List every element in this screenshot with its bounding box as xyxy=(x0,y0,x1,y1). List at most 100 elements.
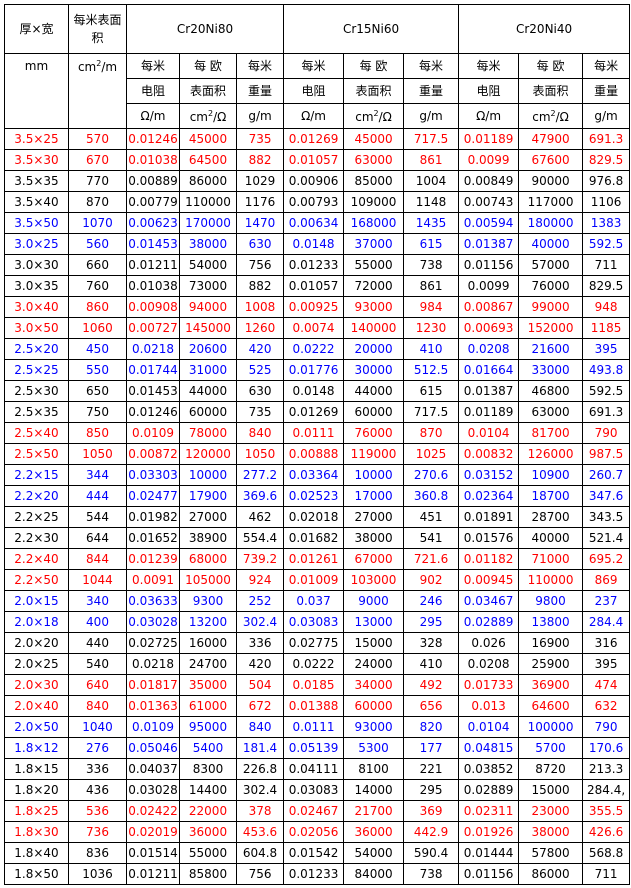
cell-surface-area: 340 xyxy=(68,590,127,612)
cell-cr20ni80-surface-per-ohm: 55000 xyxy=(179,842,237,864)
table-row: 3.0×40 860 0.00908 94000 1008 0.00925 93000 984… xyxy=(4,296,631,318)
cell-cr20ni40-weight: 284.4 xyxy=(582,611,631,633)
cell-cr15ni60-weight: 984 xyxy=(403,296,460,318)
header-row-labels-1: mm cm2/m 每米 每 欧 每米 每米 每 欧 每米 每米 每 欧 每米 xyxy=(4,53,631,129)
cell-cr15ni60-resistance: 0.00888 xyxy=(283,443,345,465)
label-per-ohm: 每 欧 xyxy=(343,53,405,79)
cell-cr20ni40-surface-per-ohm: 152000 xyxy=(518,317,584,339)
cell-cr15ni60-surface-per-ohm: 60000 xyxy=(343,695,405,717)
cell-surface-area: 450 xyxy=(68,338,127,360)
table-row: 3.5×30 670 0.01038 64500 882 0.01057 63000 861 0… xyxy=(4,149,631,171)
label-resistance: 电阻 xyxy=(283,78,345,104)
cell-surface-area: 750 xyxy=(68,401,127,423)
cell-cr15ni60-weight: 615 xyxy=(403,233,460,255)
unit-resistance: Ω/m xyxy=(283,103,345,129)
cell-cr20ni80-weight: 462 xyxy=(235,506,285,528)
label-surface-area: 表面积 xyxy=(179,78,237,104)
cell-cr20ni80-resistance: 0.0091 xyxy=(126,569,180,591)
cell-size: 2.0×30 xyxy=(4,674,69,696)
cell-cr20ni80-surface-per-ohm: 86000 xyxy=(179,170,237,192)
table-row: 3.5×50 1070 0.00623 170000 1470 0.00634 168000… xyxy=(4,212,631,234)
cell-cr15ni60-resistance: 0.01057 xyxy=(283,149,345,171)
cell-cr15ni60-weight: 492 xyxy=(403,674,460,696)
cell-size: 1.8×15 xyxy=(4,758,69,780)
cell-cr15ni60-weight: 615 xyxy=(403,380,460,402)
cell-cr20ni80-surface-per-ohm: 9300 xyxy=(179,590,237,612)
cell-cr20ni40-weight: 869 xyxy=(582,569,631,591)
cell-cr20ni80-resistance: 0.01652 xyxy=(126,527,180,549)
cell-cr20ni80-surface-per-ohm: 68000 xyxy=(179,548,237,570)
table-row: 2.5×20 450 0.0218 20600 420 0.0222 20000 410 0.0… xyxy=(4,338,631,360)
cell-surface-area: 660 xyxy=(68,254,127,276)
label-weight: 重量 xyxy=(403,78,460,104)
cell-cr20ni40-resistance: 0.013 xyxy=(458,695,520,717)
cell-size: 1.8×25 xyxy=(4,800,69,822)
unit-surface: cm2/Ω xyxy=(343,103,405,129)
cell-cr15ni60-weight: 541 xyxy=(403,527,460,549)
cell-cr15ni60-resistance: 0.03083 xyxy=(283,611,345,633)
cell-cr20ni80-weight: 840 xyxy=(235,716,285,738)
cell-cr15ni60-surface-per-ohm: 60000 xyxy=(343,401,405,423)
cell-size: 3.5×35 xyxy=(4,170,69,192)
cell-size: 1.8×30 xyxy=(4,821,69,843)
cell-cr15ni60-resistance: 0.01261 xyxy=(283,548,345,570)
cell-cr15ni60-weight: 221 xyxy=(403,758,460,780)
cell-cr15ni60-resistance: 0.0222 xyxy=(283,653,345,675)
table-row: 1.8×40 836 0.01514 55000 604.8 0.01542 54000 59… xyxy=(4,842,631,864)
cell-cr15ni60-surface-per-ohm: 21700 xyxy=(343,800,405,822)
cell-cr20ni40-resistance: 0.02889 xyxy=(458,779,520,801)
cell-size: 2.0×18 xyxy=(4,611,69,633)
cell-cr20ni80-weight: 735 xyxy=(235,401,285,423)
cell-cr20ni80-surface-per-ohm: 10000 xyxy=(179,464,237,486)
cell-surface-area: 1070 xyxy=(68,212,127,234)
cell-cr20ni80-surface-per-ohm: 38000 xyxy=(179,233,237,255)
cell-cr20ni80-surface-per-ohm: 145000 xyxy=(179,317,237,339)
cell-cr20ni80-surface-per-ohm: 110000 xyxy=(179,191,237,213)
cell-surface-area: 870 xyxy=(68,191,127,213)
label-per-ohm: 每 欧 xyxy=(179,53,237,79)
cell-cr20ni40-weight: 237 xyxy=(582,590,631,612)
cell-cr15ni60-weight: 717.5 xyxy=(403,401,460,423)
unit-surface: cm2/Ω xyxy=(179,103,237,129)
cell-cr20ni80-weight: 882 xyxy=(235,149,285,171)
cell-cr15ni60-resistance: 0.01057 xyxy=(283,275,345,297)
cell-size: 2.0×25 xyxy=(4,653,69,675)
unit-area-suffix: /m xyxy=(101,60,118,74)
cell-cr15ni60-weight: 295 xyxy=(403,611,460,633)
cell-cr20ni40-resistance: 0.01891 xyxy=(458,506,520,528)
cell-cr15ni60-surface-per-ohm: 37000 xyxy=(343,233,405,255)
cell-cr15ni60-surface-per-ohm: 85000 xyxy=(343,170,405,192)
cell-cr20ni40-surface-per-ohm: 33000 xyxy=(518,359,584,381)
cell-cr20ni40-surface-per-ohm: 126000 xyxy=(518,443,584,465)
cell-cr15ni60-surface-per-ohm: 36000 xyxy=(343,821,405,843)
cell-cr15ni60-surface-per-ohm: 9000 xyxy=(343,590,405,612)
cell-cr20ni80-surface-per-ohm: 170000 xyxy=(179,212,237,234)
cell-cr15ni60-resistance: 0.01269 xyxy=(283,401,345,423)
cell-cr15ni60-weight: 861 xyxy=(403,149,460,171)
cell-cr20ni40-surface-per-ohm: 10900 xyxy=(518,464,584,486)
cell-cr20ni40-surface-per-ohm: 100000 xyxy=(518,716,584,738)
cell-cr20ni40-weight: 493.8 xyxy=(582,359,631,381)
header-row-units: Ω/m cm2/Ω g/m Ω/m cm2/Ω g/m Ω/m cm2/Ω g/… xyxy=(5,103,631,129)
cell-cr20ni80-weight: 420 xyxy=(235,338,285,360)
cell-cr20ni80-surface-per-ohm: 13200 xyxy=(179,611,237,633)
cell-cr15ni60-surface-per-ohm: 15000 xyxy=(343,632,405,654)
table-row: 2.0×18 400 0.03028 13200 302.4 0.03083 13000 29… xyxy=(4,611,631,633)
cell-cr15ni60-weight: 717.5 xyxy=(403,128,460,150)
cell-size: 2.2×30 xyxy=(4,527,69,549)
table-row: 2.2×50 1044 0.0091 105000 924 0.01009 103000 90… xyxy=(4,569,631,591)
cell-cr15ni60-resistance: 0.01388 xyxy=(283,695,345,717)
cell-cr20ni80-resistance: 0.01453 xyxy=(126,380,180,402)
cell-cr20ni80-resistance: 0.02477 xyxy=(126,485,180,507)
cell-cr20ni80-resistance: 0.01982 xyxy=(126,506,180,528)
cell-size: 2.5×20 xyxy=(4,338,69,360)
table-row: 1.8×25 536 0.02422 22000 378 0.02467 21700 369 0… xyxy=(4,800,631,822)
header-alloy-cr15ni60: Cr15Ni60 xyxy=(283,4,460,54)
cell-cr20ni40-weight: 592.5 xyxy=(582,233,631,255)
cell-cr20ni80-resistance: 0.0109 xyxy=(126,716,180,738)
cell-surface-area: 550 xyxy=(68,359,127,381)
cell-cr20ni80-resistance: 0.01744 xyxy=(126,359,180,381)
table-row: 1.8×30 736 0.02019 36000 453.6 0.02056 36000 44… xyxy=(4,821,631,843)
unit-surface-suffix: /Ω xyxy=(213,109,227,124)
cell-cr20ni80-resistance: 0.01038 xyxy=(126,149,180,171)
